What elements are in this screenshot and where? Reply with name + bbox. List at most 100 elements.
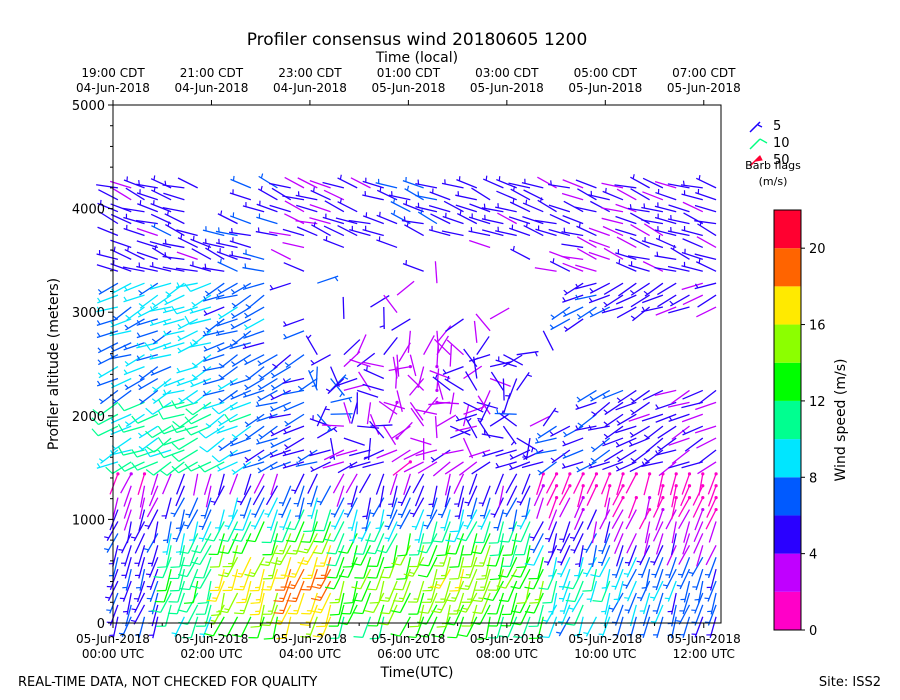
wind-barb <box>323 189 345 201</box>
wind-barb <box>458 568 478 591</box>
wind-barb <box>136 262 158 272</box>
wind-barb <box>110 203 132 213</box>
barb-legend-entry: 50 <box>749 153 790 168</box>
wind-barb <box>331 509 345 530</box>
wind-barb <box>347 485 358 508</box>
wind-barb <box>559 521 571 543</box>
wind-barb <box>243 354 265 366</box>
wind-barb <box>475 313 491 332</box>
wind-barb <box>148 485 159 507</box>
wind-barb <box>642 191 664 201</box>
wind-barb <box>409 401 424 421</box>
wind-barb <box>251 497 265 518</box>
wind-barb <box>119 580 132 602</box>
wind-barb <box>337 225 358 237</box>
wind-barb <box>111 437 132 452</box>
wind-barb <box>175 267 198 272</box>
wind-barb <box>706 496 718 518</box>
wind-barb <box>415 202 438 213</box>
wind-barb <box>408 592 425 615</box>
y-tick-label: 2000 <box>72 410 105 425</box>
wind-barb <box>570 533 584 554</box>
wind-barb <box>444 473 451 496</box>
wind-barb <box>691 616 704 638</box>
wind-barb <box>446 339 464 356</box>
wind-barb <box>600 472 612 495</box>
wind-barb <box>184 425 212 436</box>
wind-barb <box>256 213 278 225</box>
wind-barb <box>252 485 265 506</box>
wind-barb <box>682 389 704 400</box>
wind-barb <box>645 437 664 453</box>
wind-barb <box>218 437 238 452</box>
wind-barb <box>138 366 159 381</box>
wind-barb <box>96 330 119 339</box>
wind-barb <box>244 425 265 440</box>
wind-barb <box>131 592 146 613</box>
wind-barb <box>586 580 598 603</box>
wind-barb <box>189 342 212 348</box>
wind-barb <box>495 461 517 469</box>
wind-barb <box>590 437 611 453</box>
wind-barb <box>146 580 159 602</box>
x-tick-time: 10:00 UTC <box>574 647 636 661</box>
wind-barb <box>516 485 531 506</box>
wind-barb <box>612 496 625 518</box>
wind-barb <box>456 176 478 189</box>
colorbar-frame <box>773 209 802 631</box>
wind-barb <box>549 318 571 331</box>
wind-barb <box>445 580 465 602</box>
wind-barb <box>698 389 717 405</box>
wind-barb <box>164 210 185 225</box>
wind-barb <box>96 306 119 313</box>
wind-barb <box>159 461 185 476</box>
wind-barb <box>650 580 664 602</box>
wind-barb <box>618 282 637 297</box>
wind-barb <box>239 497 252 519</box>
wind-barb <box>282 228 305 237</box>
wind-barb <box>444 485 451 508</box>
wind-barb <box>548 496 559 519</box>
wind-barb <box>671 484 678 508</box>
wind-barb <box>136 227 159 237</box>
wind-barb <box>214 509 225 532</box>
wind-barb <box>310 187 331 201</box>
wind-barb <box>327 556 345 579</box>
wind-barb <box>454 497 465 520</box>
wind-barb <box>284 568 305 590</box>
wind-barb <box>123 342 145 351</box>
wind-barb <box>145 461 172 476</box>
wind-barb <box>244 413 265 428</box>
wind-barb <box>137 200 159 213</box>
wind-barb <box>324 521 345 542</box>
wind-barb <box>143 533 159 553</box>
wind-barb <box>309 449 331 457</box>
wind-barb <box>428 225 451 237</box>
wind-barb <box>542 330 554 351</box>
wind-barb <box>623 556 637 578</box>
wind-barb <box>468 473 478 495</box>
wind-barb <box>295 191 318 201</box>
y-axis: 0 1000 2000 3000 4000 5000 <box>72 99 113 632</box>
wind-barb <box>423 509 438 530</box>
wind-barb <box>487 592 505 615</box>
wind-barb <box>216 318 238 327</box>
wind-barb <box>524 592 544 614</box>
wind-barb <box>615 425 637 434</box>
wind-barb <box>242 282 265 291</box>
wind-barb <box>486 545 505 567</box>
wind-barb <box>286 521 305 543</box>
wind-barb <box>437 497 451 519</box>
wind-barb <box>91 425 119 437</box>
wind-barb <box>666 545 677 566</box>
wind-barb <box>603 401 624 416</box>
wind-barb <box>550 306 571 321</box>
wind-barb <box>245 294 265 310</box>
wind-barb <box>503 354 524 366</box>
wind-barb <box>117 423 145 433</box>
x-tick-time: 00:00 UTC <box>82 647 144 661</box>
wind-barb <box>654 213 677 225</box>
wind-barb <box>211 401 238 415</box>
wind-barb <box>230 212 252 225</box>
wind-barb <box>676 604 691 625</box>
